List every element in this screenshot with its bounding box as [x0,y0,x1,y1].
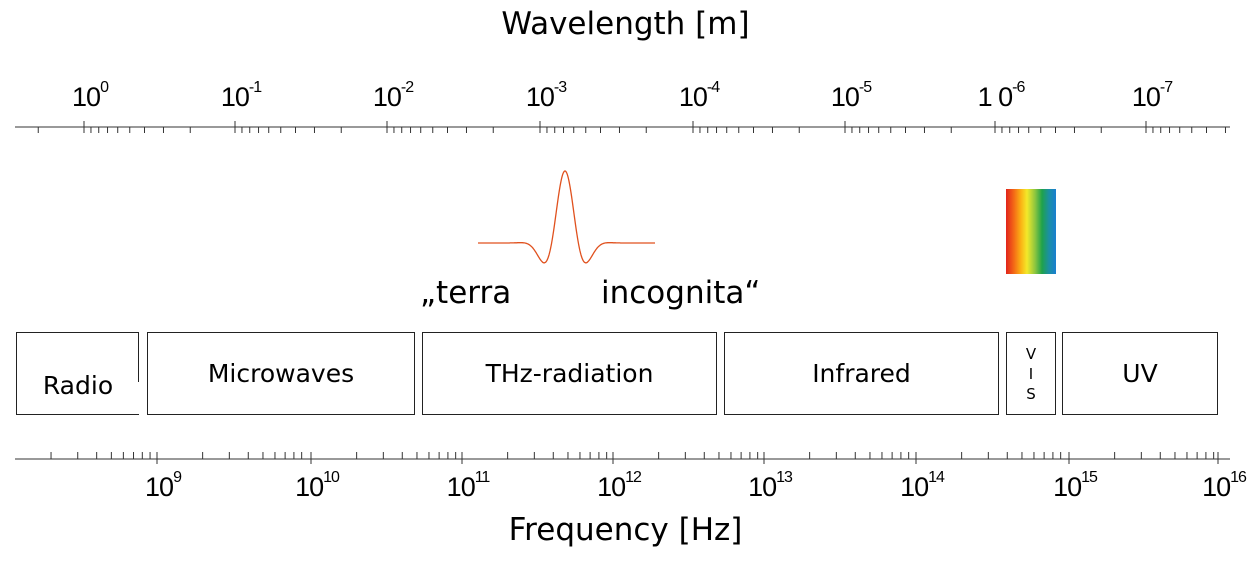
frequency-tick-label: 1015 [1053,469,1098,503]
band-radio-edge [138,332,139,382]
frequency-tick-label-base: 10 [446,472,476,502]
band-vis: V I S [1006,332,1056,415]
wavelength-tick-label-base: 10 [1131,82,1161,112]
band-thz: THz-radiation [422,332,717,415]
frequency-tick-label-base: 10 [295,472,324,502]
visible-spectrum-swatch [1006,189,1056,274]
frequency-tick-label-base: 10 [597,472,626,502]
wavelength-tick-label-base: 10 [678,82,708,112]
frequency-tick-label-exponent: 14 [928,469,945,486]
frequency-tick-label: 109 [145,469,182,503]
wavelength-tick-label-base: 10 [525,82,555,112]
wavelength-tick-label-exponent: 0 [100,79,109,96]
wavelength-tick-label-base: 10 [830,82,860,112]
band-radio-label: Radio [42,371,114,400]
band-infrared-label: Infrared [812,359,911,388]
band-vis-letter: I [1028,364,1034,383]
thz-pulse-waveform [478,170,655,264]
frequency-tick-label-base: 10 [1202,472,1231,502]
wavelength-tick-label-exponent: -4 [706,79,720,96]
wavelength-tick-label-base: 10 [220,82,250,112]
wavelength-tick-label: 10-1 [220,79,262,113]
wavelength-tick-label-exponent: -5 [858,79,872,96]
wavelength-tick-label: 10-7 [1131,79,1173,113]
band-microwaves-label: Microwaves [207,359,355,388]
frequency-tick-label-exponent: 11 [474,469,491,486]
band-vis-letter: V [1025,344,1037,363]
frequency-tick-label-exponent: 12 [625,469,642,486]
frequency-tick-label-base: 10 [145,472,174,502]
frequency-tick-label: 1012 [597,469,642,503]
band-infrared: Infrared [724,332,999,415]
frequency-tick-label: 1011 [446,469,491,503]
frequency-tick-label: 1014 [900,469,945,503]
wavelength-tick-label-exponent: -1 [248,79,262,96]
wavelength-tick-label-base: 1 0 [977,82,1014,112]
wavelength-tick-label-exponent: -2 [400,79,414,96]
wavelength-ticks [37,121,1226,133]
wavelength-tick-label: 100 [72,79,109,113]
terra-incognita-label-right: incognita“ [601,275,761,311]
frequency-tick-label-base: 10 [1053,472,1082,502]
frequency-ticks [50,452,1219,464]
band-uv-label: UV [1122,359,1158,388]
wavelength-tick-label-base: 10 [372,82,402,112]
frequency-tick-label: 1013 [748,469,793,503]
terra-incognita-label-left: „terra [420,275,512,311]
frequency-tick-label-base: 10 [900,472,929,502]
wavelength-tick-label: 10-4 [678,79,720,113]
frequency-tick-label-exponent: 16 [1230,469,1247,486]
wavelength-tick-label-base: 10 [72,82,101,112]
band-thz-label: THz-radiation [485,359,654,388]
band-vis-letter: S [1026,384,1036,403]
frequency-tick-label: 1016 [1202,469,1247,503]
wavelength-tick-label: 1 0-6 [977,79,1026,113]
band-microwaves: Microwaves [147,332,415,415]
frequency-tick-label-exponent: 9 [173,469,182,486]
wavelength-tick-label-exponent: -3 [553,79,567,96]
wavelength-tick-label: 10-3 [525,79,567,113]
frequency-axis-title: Frequency [Hz] [508,512,743,548]
frequency-tick-label-exponent: 10 [323,469,340,486]
band-radio: Radio [16,332,139,415]
wavelength-tick-label-exponent: -7 [1159,79,1173,96]
wavelength-tick-label: 10-2 [372,79,414,113]
wavelength-tick-label: 10-5 [830,79,872,113]
band-uv: UV [1062,332,1218,415]
frequency-tick-label-exponent: 13 [776,469,793,486]
frequency-tick-label-base: 10 [748,472,777,502]
wavelength-axis-title: Wavelength [m] [501,6,750,42]
frequency-tick-label-exponent: 15 [1081,469,1098,486]
wavelength-tick-label-exponent: -6 [1012,79,1025,96]
frequency-tick-label: 1010 [295,469,340,503]
